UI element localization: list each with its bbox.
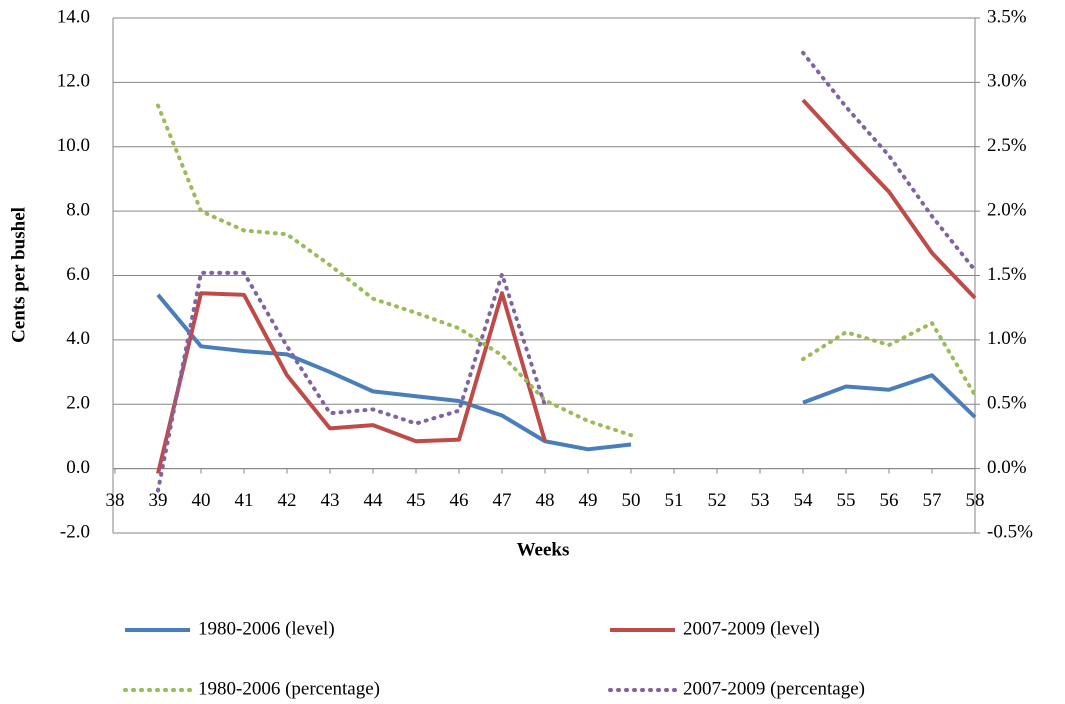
y2-tick-label: 2.5% (987, 135, 1027, 156)
y2-tick-label: 1.0% (987, 328, 1027, 349)
x-tick-label: 42 (278, 490, 297, 511)
x-tick-label: 56 (880, 490, 899, 511)
x-tick-label: 52 (708, 490, 727, 511)
x-tick-label: 47 (493, 490, 512, 511)
series-line (156, 293, 977, 452)
series-line (156, 50, 977, 493)
x-tick-label: 49 (579, 490, 598, 511)
x-tick-label: 39 (149, 490, 168, 511)
x-tick-label: 38 (106, 490, 125, 511)
x-tick-label: 57 (923, 490, 942, 511)
x-tick-label: 53 (751, 490, 770, 511)
legend-label: 2007-2009 (percentage) (683, 678, 865, 699)
y2-tick-label: 3.5% (987, 6, 1027, 27)
x-tick-label: 46 (450, 490, 469, 511)
x-tick-label: 58 (966, 490, 985, 511)
y-tick-label: 2.0 (66, 393, 90, 414)
x-tick-label: 41 (235, 490, 254, 511)
legend-label: 1980-2006 (percentage) (198, 678, 380, 699)
y2-tick-label: 0.5% (987, 393, 1027, 414)
y-axis-title: Cents per bushel (8, 207, 29, 343)
y-tick-label: 8.0 (66, 199, 90, 220)
legend-label: 2007-2009 (level) (683, 618, 820, 639)
x-tick-label: 50 (622, 490, 641, 511)
y-tick-label: 6.0 (66, 264, 90, 285)
y2-tick-label: -0.5% (987, 521, 1033, 542)
series-line (156, 98, 977, 474)
x-tick-label: 54 (794, 490, 814, 511)
series-line (156, 103, 977, 438)
x-tick-label: 55 (837, 490, 856, 511)
y-tick-label: 14.0 (57, 6, 90, 27)
y-tick-label: 0.0 (66, 457, 90, 478)
y-tick-label: 4.0 (66, 328, 90, 349)
y2-tick-label: 0.0% (987, 457, 1027, 478)
y2-tick-label: 2.0% (987, 199, 1027, 220)
y-tick-label: 12.0 (57, 71, 90, 92)
x-tick-label: 51 (665, 490, 684, 511)
y-tick-label: 10.0 (57, 135, 90, 156)
x-tick-label: 45 (407, 490, 426, 511)
x-tick-label: 48 (536, 490, 555, 511)
x-tick-label: 43 (321, 490, 340, 511)
x-tick-label: 44 (364, 490, 384, 511)
y2-tick-label: 3.0% (987, 71, 1027, 92)
x-axis-title: Weeks (517, 539, 570, 560)
y-tick-label: -2.0 (60, 521, 90, 542)
y2-tick-label: 1.5% (987, 264, 1027, 285)
legend-label: 1980-2006 (level) (198, 618, 335, 639)
x-tick-label: 40 (192, 490, 211, 511)
